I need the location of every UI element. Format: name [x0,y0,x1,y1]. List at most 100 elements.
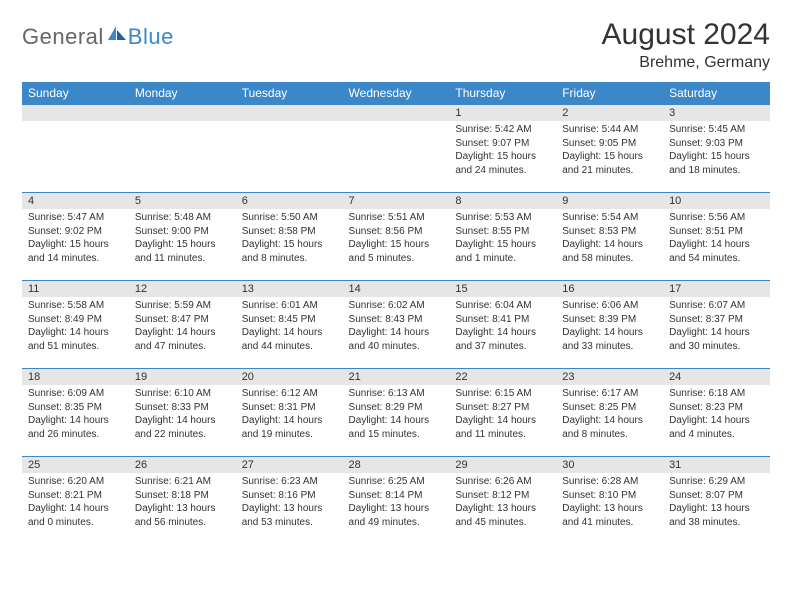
day-number: 7 [343,193,450,209]
day-details [129,121,236,127]
sunrise-line: Sunrise: 6:09 AM [28,387,123,401]
sunrise-line: Sunrise: 6:20 AM [28,475,123,489]
weekday-header: Sunday [22,82,129,105]
sunset-line: Sunset: 9:05 PM [562,137,657,151]
calendar-week-row: 18Sunrise: 6:09 AMSunset: 8:35 PMDayligh… [22,369,770,457]
daylight-line: Daylight: 14 hours and 30 minutes. [669,326,764,353]
day-number: 19 [129,369,236,385]
calendar-header-row: SundayMondayTuesdayWednesdayThursdayFrid… [22,82,770,105]
calendar-day-cell [236,105,343,193]
calendar-day-cell: 15Sunrise: 6:04 AMSunset: 8:41 PMDayligh… [449,281,556,369]
sunrise-line: Sunrise: 6:01 AM [242,299,337,313]
daylight-line: Daylight: 14 hours and 54 minutes. [669,238,764,265]
location: Brehme, Germany [602,54,770,72]
sunset-line: Sunset: 8:53 PM [562,225,657,239]
calendar-day-cell: 23Sunrise: 6:17 AMSunset: 8:25 PMDayligh… [556,369,663,457]
calendar-day-cell: 21Sunrise: 6:13 AMSunset: 8:29 PMDayligh… [343,369,450,457]
sunset-line: Sunset: 8:10 PM [562,489,657,503]
day-number: 4 [22,193,129,209]
sunrise-line: Sunrise: 6:26 AM [455,475,550,489]
day-details: Sunrise: 5:53 AMSunset: 8:55 PMDaylight:… [449,209,556,269]
day-details: Sunrise: 5:44 AMSunset: 9:05 PMDaylight:… [556,121,663,181]
calendar-week-row: 1Sunrise: 5:42 AMSunset: 9:07 PMDaylight… [22,105,770,193]
day-number: 30 [556,457,663,473]
sunset-line: Sunset: 8:16 PM [242,489,337,503]
day-details: Sunrise: 6:09 AMSunset: 8:35 PMDaylight:… [22,385,129,445]
day-number [343,105,450,121]
calendar-day-cell: 27Sunrise: 6:23 AMSunset: 8:16 PMDayligh… [236,457,343,545]
calendar-week-row: 25Sunrise: 6:20 AMSunset: 8:21 PMDayligh… [22,457,770,545]
day-details: Sunrise: 6:26 AMSunset: 8:12 PMDaylight:… [449,473,556,533]
sunrise-line: Sunrise: 5:42 AM [455,123,550,137]
sunset-line: Sunset: 8:58 PM [242,225,337,239]
day-details: Sunrise: 6:06 AMSunset: 8:39 PMDaylight:… [556,297,663,357]
day-number: 13 [236,281,343,297]
calendar-day-cell: 22Sunrise: 6:15 AMSunset: 8:27 PMDayligh… [449,369,556,457]
day-details: Sunrise: 6:25 AMSunset: 8:14 PMDaylight:… [343,473,450,533]
daylight-line: Daylight: 14 hours and 0 minutes. [28,502,123,529]
day-number: 2 [556,105,663,121]
calendar-day-cell: 24Sunrise: 6:18 AMSunset: 8:23 PMDayligh… [663,369,770,457]
sunrise-line: Sunrise: 6:13 AM [349,387,444,401]
daylight-line: Daylight: 13 hours and 53 minutes. [242,502,337,529]
calendar-day-cell [22,105,129,193]
calendar-day-cell: 5Sunrise: 5:48 AMSunset: 9:00 PMDaylight… [129,193,236,281]
daylight-line: Daylight: 13 hours and 56 minutes. [135,502,230,529]
sunrise-line: Sunrise: 5:51 AM [349,211,444,225]
day-details: Sunrise: 6:12 AMSunset: 8:31 PMDaylight:… [236,385,343,445]
calendar-day-cell: 3Sunrise: 5:45 AMSunset: 9:03 PMDaylight… [663,105,770,193]
sunset-line: Sunset: 8:39 PM [562,313,657,327]
sunrise-line: Sunrise: 6:02 AM [349,299,444,313]
calendar-day-cell: 1Sunrise: 5:42 AMSunset: 9:07 PMDaylight… [449,105,556,193]
daylight-line: Daylight: 14 hours and 33 minutes. [562,326,657,353]
day-details: Sunrise: 6:10 AMSunset: 8:33 PMDaylight:… [129,385,236,445]
sunset-line: Sunset: 8:21 PM [28,489,123,503]
sunset-line: Sunset: 8:29 PM [349,401,444,415]
page-header: General Blue August 2024 Brehme, Germany [22,18,770,72]
day-number: 17 [663,281,770,297]
day-details: Sunrise: 6:29 AMSunset: 8:07 PMDaylight:… [663,473,770,533]
daylight-line: Daylight: 15 hours and 18 minutes. [669,150,764,177]
calendar-day-cell: 19Sunrise: 6:10 AMSunset: 8:33 PMDayligh… [129,369,236,457]
day-details [343,121,450,127]
sunrise-line: Sunrise: 6:07 AM [669,299,764,313]
sunrise-line: Sunrise: 6:23 AM [242,475,337,489]
daylight-line: Daylight: 14 hours and 44 minutes. [242,326,337,353]
sunrise-line: Sunrise: 5:53 AM [455,211,550,225]
sunrise-line: Sunrise: 6:28 AM [562,475,657,489]
sunrise-line: Sunrise: 6:06 AM [562,299,657,313]
day-number: 5 [129,193,236,209]
day-details: Sunrise: 5:56 AMSunset: 8:51 PMDaylight:… [663,209,770,269]
title-block: August 2024 Brehme, Germany [602,18,770,72]
sunset-line: Sunset: 8:43 PM [349,313,444,327]
sunset-line: Sunset: 9:02 PM [28,225,123,239]
calendar-day-cell: 12Sunrise: 5:59 AMSunset: 8:47 PMDayligh… [129,281,236,369]
day-details: Sunrise: 6:02 AMSunset: 8:43 PMDaylight:… [343,297,450,357]
calendar-day-cell: 16Sunrise: 6:06 AMSunset: 8:39 PMDayligh… [556,281,663,369]
day-details: Sunrise: 5:58 AMSunset: 8:49 PMDaylight:… [22,297,129,357]
sail-icon [108,26,126,40]
day-number: 29 [449,457,556,473]
calendar-day-cell: 20Sunrise: 6:12 AMSunset: 8:31 PMDayligh… [236,369,343,457]
day-details: Sunrise: 6:01 AMSunset: 8:45 PMDaylight:… [236,297,343,357]
sunset-line: Sunset: 8:35 PM [28,401,123,415]
sunset-line: Sunset: 8:55 PM [455,225,550,239]
sunset-line: Sunset: 8:47 PM [135,313,230,327]
brand-logo: General Blue [22,18,174,50]
sunrise-line: Sunrise: 5:45 AM [669,123,764,137]
daylight-line: Daylight: 14 hours and 11 minutes. [455,414,550,441]
daylight-line: Daylight: 13 hours and 41 minutes. [562,502,657,529]
sunset-line: Sunset: 8:56 PM [349,225,444,239]
calendar-day-cell: 11Sunrise: 5:58 AMSunset: 8:49 PMDayligh… [22,281,129,369]
day-number: 14 [343,281,450,297]
sunrise-line: Sunrise: 5:47 AM [28,211,123,225]
sunset-line: Sunset: 8:18 PM [135,489,230,503]
sunrise-line: Sunrise: 6:29 AM [669,475,764,489]
sunset-line: Sunset: 8:49 PM [28,313,123,327]
weekday-header: Wednesday [343,82,450,105]
sunset-line: Sunset: 8:37 PM [669,313,764,327]
day-details: Sunrise: 6:04 AMSunset: 8:41 PMDaylight:… [449,297,556,357]
sunset-line: Sunset: 8:25 PM [562,401,657,415]
calendar-day-cell: 2Sunrise: 5:44 AMSunset: 9:05 PMDaylight… [556,105,663,193]
day-details: Sunrise: 5:42 AMSunset: 9:07 PMDaylight:… [449,121,556,181]
